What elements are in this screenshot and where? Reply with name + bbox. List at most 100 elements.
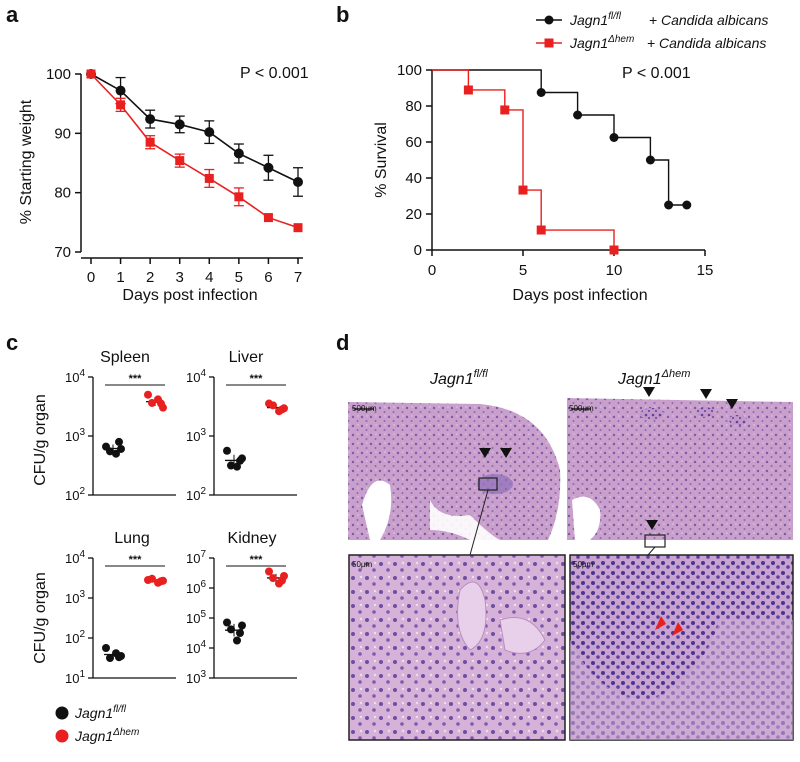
cfu-legend-marker-mutant bbox=[55, 729, 69, 743]
cfu-point-mutant bbox=[159, 403, 167, 412]
survival-chart: % Survival Days post infection P < 0.001… bbox=[373, 62, 713, 304]
histology-panel: Jagn1fl/fl Jagn1Δhem 500µm 500µm bbox=[348, 368, 794, 741]
cfu-legend-label-control: Jagn1fl/fl bbox=[74, 704, 127, 721]
survival-legend-marker-mutant bbox=[544, 38, 554, 48]
survival-p-value: P < 0.001 bbox=[622, 65, 691, 82]
survival-point-control bbox=[682, 200, 692, 210]
survival-legend-label-control: Jagn1fl/fl + Candida albicans bbox=[569, 11, 768, 28]
cfu-sig-stars: *** bbox=[129, 373, 143, 385]
weight-x-tick-label: 4 bbox=[205, 269, 213, 286]
weight-x-tick-label: 1 bbox=[116, 269, 124, 286]
cfu-sig-stars: *** bbox=[129, 554, 143, 566]
cfu-point-mutant bbox=[280, 572, 288, 580]
histology-control-zoom: 50µm bbox=[348, 554, 566, 741]
panel-label-c: c bbox=[6, 330, 18, 355]
cfu-title-kidney: Kidney bbox=[228, 530, 277, 547]
histology-left-title: Jagn1fl/fl bbox=[429, 368, 488, 388]
cfu-y-axis-title-bottom: CFU/g organ bbox=[32, 572, 49, 664]
cfu-y-axis-title-top: CFU/g organ bbox=[32, 394, 49, 486]
survival-y-tick-label: 20 bbox=[405, 206, 422, 223]
survival-point-mutant bbox=[536, 225, 546, 235]
weight-y-tick-label: 100 bbox=[46, 66, 71, 83]
cfu-y-tick-label: 102 bbox=[65, 629, 85, 646]
weight-y-tick-label: 80 bbox=[54, 185, 71, 202]
survival-point-control bbox=[664, 200, 674, 210]
panel-label-a: a bbox=[6, 2, 19, 27]
weight-point-control bbox=[174, 119, 185, 130]
weight-y-tick-label: 70 bbox=[54, 244, 71, 261]
cfu-y-tick-label: 102 bbox=[186, 486, 206, 503]
survival-point-control bbox=[645, 155, 655, 165]
histology-control-overview: 500µm bbox=[348, 402, 561, 540]
survival-x-axis-title: Days post infection bbox=[512, 287, 647, 304]
weight-x-tick-label: 3 bbox=[176, 269, 184, 286]
weight-point-control bbox=[263, 162, 274, 173]
cfu-point-control bbox=[106, 654, 114, 662]
survival-x-tick-label: 0 bbox=[428, 262, 436, 279]
cfu-point-control bbox=[102, 644, 110, 652]
cfu-y-tick-label: 107 bbox=[186, 549, 206, 566]
survival-y-tick-label: 60 bbox=[405, 134, 422, 151]
survival-legend-label-mutant: Jagn1Δhem + Candida albicans bbox=[569, 34, 766, 51]
cfu-point-control bbox=[236, 629, 244, 637]
cfu-title-lung: Lung bbox=[114, 530, 150, 547]
weight-point-mutant bbox=[116, 100, 126, 110]
cfu-y-tick-label: 104 bbox=[186, 639, 206, 656]
lesion-arrowheads-mutant bbox=[643, 387, 738, 530]
histology-mutant-overview: 500µm bbox=[567, 387, 793, 548]
cfu-point-control bbox=[238, 454, 246, 463]
weight-point-mutant bbox=[234, 192, 244, 202]
survival-point-control bbox=[573, 110, 583, 120]
survival-y-tick-label: 80 bbox=[405, 98, 422, 115]
cfu-point-control bbox=[117, 444, 125, 453]
survival-point-mutant bbox=[518, 185, 528, 195]
survival-curve-mutant bbox=[432, 69, 615, 250]
weight-point-mutant bbox=[204, 173, 214, 183]
weight-point-control bbox=[233, 148, 244, 159]
weight-point-mutant bbox=[145, 137, 155, 147]
weight-x-tick-label: 5 bbox=[235, 269, 243, 286]
weight-x-tick-label: 2 bbox=[146, 269, 154, 286]
weight-point-mutant bbox=[175, 156, 185, 166]
weight-y-axis-title: % Starting weight bbox=[18, 99, 35, 224]
cfu-point-control bbox=[115, 437, 123, 446]
weight-x-tick-label: 6 bbox=[264, 269, 272, 286]
cfu-point-control bbox=[117, 652, 125, 660]
panel-label-b: b bbox=[336, 2, 349, 27]
cfu-charts: CFU/g organ CFU/g organ Spleen 104 103 102 *… bbox=[32, 349, 297, 686]
hyphae-arrowheads bbox=[655, 616, 683, 636]
cfu-title-spleen: Spleen bbox=[100, 349, 150, 366]
cfu-sig-stars: *** bbox=[250, 554, 264, 566]
survival-x-tick-label: 15 bbox=[697, 262, 714, 279]
weight-line-mutant bbox=[90, 73, 299, 229]
survival-legend: Jagn1fl/fl + Candida albicans Jagn1Δhem +… bbox=[536, 11, 768, 51]
cfu-y-tick-label: 104 bbox=[65, 368, 85, 385]
cfu-title-liver: Liver bbox=[229, 349, 264, 366]
lesion-arrowheads-control bbox=[479, 448, 512, 458]
cfu-point-mutant bbox=[159, 576, 167, 585]
cfu-point-control bbox=[227, 625, 235, 634]
cfu-point-control bbox=[233, 636, 241, 645]
cfu-point-mutant bbox=[269, 574, 277, 583]
histology-right-title: Jagn1Δhem bbox=[617, 368, 690, 388]
cfu-legend-label-mutant: Jagn1Δhem bbox=[74, 727, 139, 744]
cfu-sig-stars: *** bbox=[250, 373, 264, 385]
survival-point-mutant bbox=[500, 105, 510, 115]
weight-line-control bbox=[90, 73, 299, 183]
cfu-point-mutant bbox=[265, 567, 273, 576]
cfu-point-control bbox=[112, 449, 120, 458]
survival-legend-marker-control bbox=[544, 15, 554, 25]
cfu-y-tick-label: 104 bbox=[65, 549, 85, 566]
cfu-point-mutant bbox=[275, 579, 283, 588]
weight-x-axis-title: Days post infection bbox=[122, 287, 257, 304]
weight-x-tick-label: 7 bbox=[294, 269, 302, 286]
survival-x-tick-label: 5 bbox=[519, 262, 527, 279]
cfu-point-control bbox=[223, 446, 231, 455]
cfu-y-tick-label: 102 bbox=[65, 486, 85, 503]
histology-mutant-zoom: 50µm bbox=[569, 554, 794, 741]
cfu-legend-marker-control bbox=[55, 706, 69, 720]
survival-point-control bbox=[609, 133, 619, 142]
cfu-point-mutant bbox=[280, 404, 288, 413]
cfu-point-mutant bbox=[269, 401, 277, 410]
